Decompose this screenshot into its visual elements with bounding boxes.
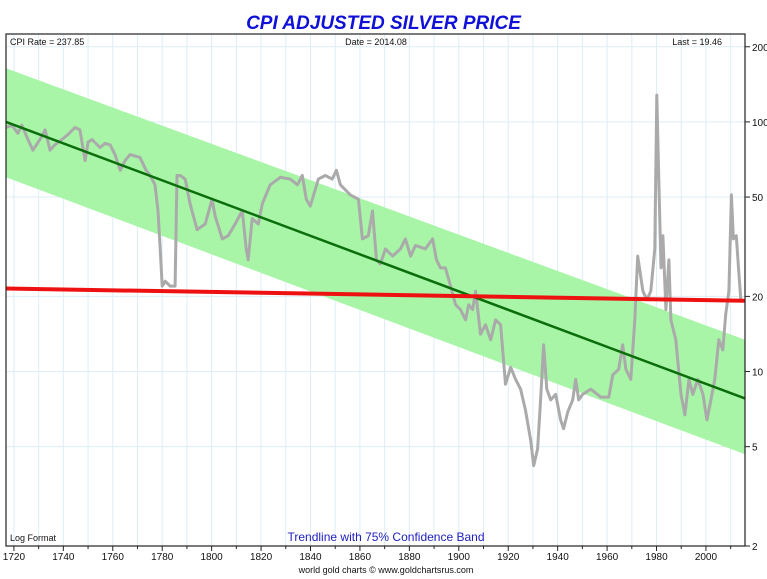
x-tick-label: 1980	[645, 552, 668, 563]
plot-frame	[5, 33, 746, 547]
x-tick-label: 1780	[151, 552, 174, 563]
x-tick-label: 1840	[299, 552, 322, 563]
last-value-label: Last = 19.46	[672, 37, 722, 47]
log-format-label: Log Format	[10, 533, 57, 543]
red-horizontal-line	[5, 286, 746, 303]
x-tick-label: 1760	[102, 552, 125, 563]
x-tick-label: 1940	[547, 552, 570, 563]
y-axis: 200 100 50 20 10 5 2	[745, 43, 767, 553]
trendline	[5, 120, 746, 400]
x-tick-label: 1880	[398, 552, 421, 563]
cpi-rate-label: CPI Rate = 237.85	[10, 37, 84, 47]
x-tick-label: 1820	[250, 552, 273, 563]
y-tick-label: 2	[752, 542, 758, 553]
x-tick-label: 1860	[349, 552, 372, 563]
chart-title: CPI ADJUSTED SILVER PRICE	[246, 13, 521, 34]
y-tick-label: 50	[752, 193, 764, 204]
x-tick-label: 1800	[201, 552, 224, 563]
x-tick-label: 1740	[52, 552, 75, 563]
y-tick-label: 5	[752, 443, 758, 454]
price-series-line	[5, 93, 743, 468]
x-tick-label: 1920	[497, 552, 520, 563]
x-tick-label: 1900	[448, 552, 471, 563]
y-tick-label: 10	[752, 368, 764, 379]
x-axis: 1720 1740 1760 1780 1800 1820 1840 1860 1880 1900…	[3, 546, 732, 563]
x-tick-label: 1960	[596, 552, 619, 563]
x-tick-label: 1720	[3, 552, 26, 563]
y-tick-label: 100	[752, 118, 767, 129]
credit-text: world gold charts © www.goldchartsrus.co…	[298, 565, 474, 575]
y-tick-label: 200	[752, 43, 767, 54]
y-tick-label: 20	[752, 292, 764, 303]
date-label: Date = 2014.08	[345, 37, 407, 47]
band-caption: Trendline with 75% Confidence Band	[287, 530, 484, 544]
x-tick-label: 2000	[695, 552, 718, 563]
